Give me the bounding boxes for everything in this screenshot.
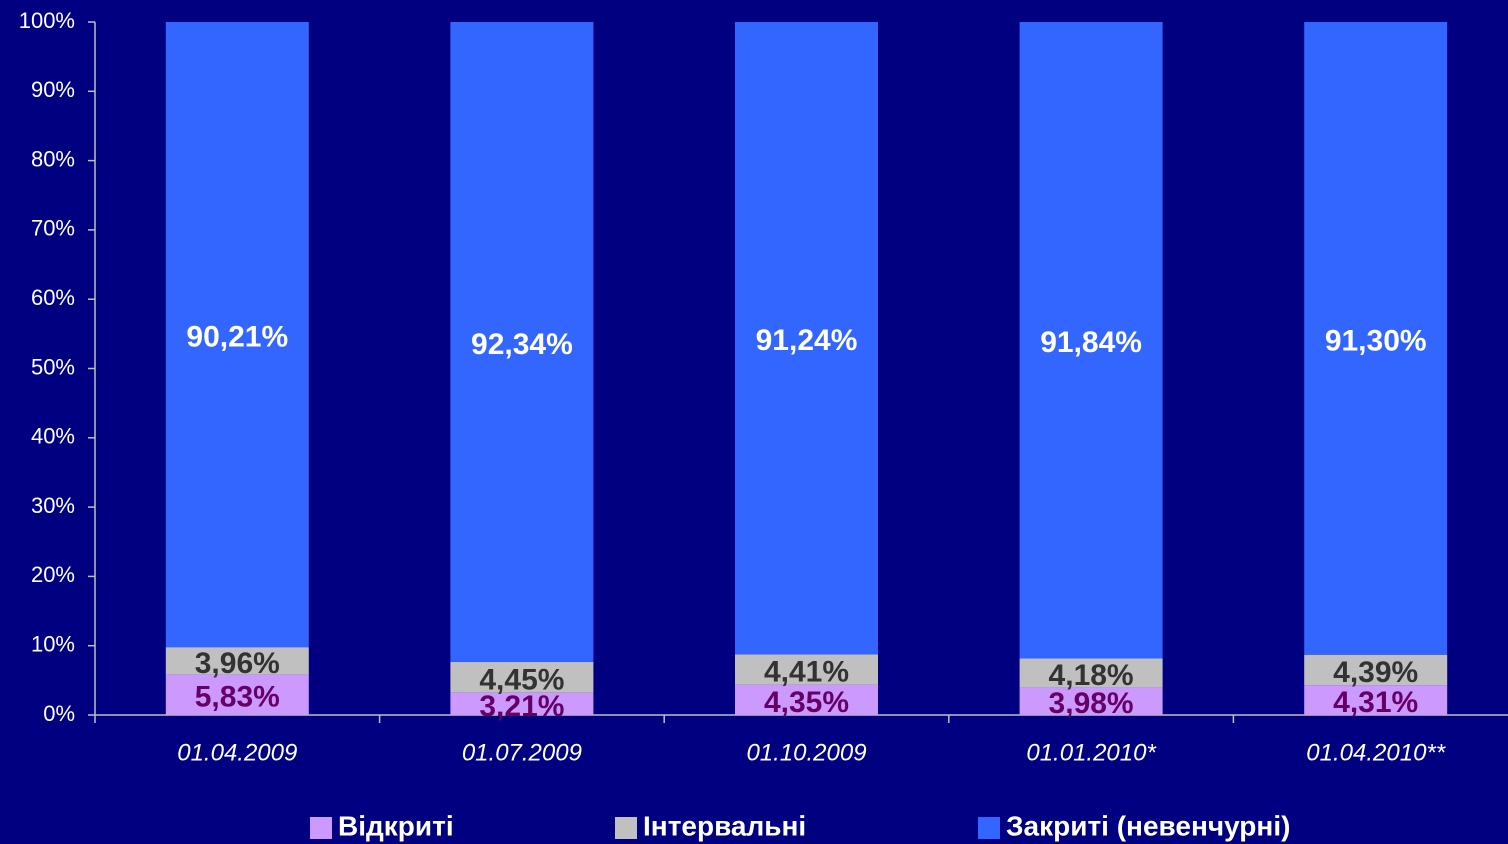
legend-label: Інтервальні	[643, 810, 806, 841]
y-tick-label: 100%	[19, 8, 75, 33]
legend-swatch	[615, 817, 637, 839]
x-tick-label: 01.04.2010**	[1306, 739, 1445, 766]
bar-segment	[1019, 658, 1163, 688]
bar-segment	[450, 22, 594, 662]
bar-segment	[735, 654, 878, 685]
y-tick-label: 60%	[31, 285, 75, 310]
y-tick-label: 40%	[31, 424, 75, 449]
y-tick-label: 10%	[31, 632, 75, 657]
data-label: 92,34%	[471, 328, 573, 361]
data-label: 3,21%	[479, 690, 564, 723]
data-label: 4,18%	[1049, 659, 1134, 692]
data-label: 3,96%	[195, 647, 280, 680]
bar-segment	[1304, 685, 1448, 715]
x-tick-label: 01.01.2010*	[1026, 739, 1156, 766]
legend-swatch	[978, 817, 1000, 839]
bar-segment	[1304, 654, 1448, 686]
bar-segment	[165, 674, 309, 715]
bar-segment	[1019, 687, 1163, 715]
bar-segment	[1304, 22, 1448, 655]
legend-label: Відкриті	[338, 810, 454, 841]
legend-label: Закриті (невенчурні)	[1006, 810, 1290, 841]
data-label: 90,21%	[186, 320, 288, 353]
data-label: 5,83%	[195, 681, 280, 714]
y-tick-label: 90%	[31, 77, 75, 102]
bar-segment	[450, 661, 594, 693]
data-label: 3,98%	[1049, 687, 1134, 720]
data-label: 91,30%	[1325, 324, 1427, 357]
bar-segment	[1019, 22, 1163, 659]
y-tick-label: 80%	[31, 146, 75, 171]
bar-segment	[165, 22, 309, 648]
data-label: 4,39%	[1333, 656, 1418, 689]
y-tick-label: 50%	[31, 354, 75, 379]
y-tick-label: 30%	[31, 493, 75, 518]
x-tick-label: 01.04.2009	[177, 739, 297, 766]
bar-segment	[735, 684, 878, 715]
x-tick-label: 01.10.2009	[746, 739, 866, 766]
data-label: 91,24%	[756, 324, 858, 357]
data-label: 4,31%	[1333, 686, 1418, 719]
data-label: 4,41%	[764, 655, 849, 688]
y-tick-label: 0%	[43, 701, 75, 726]
y-tick-label: 70%	[31, 216, 75, 241]
data-label: 91,84%	[1040, 326, 1142, 359]
bar-segment	[735, 22, 878, 655]
y-tick-label: 20%	[31, 562, 75, 587]
legend-swatch	[310, 817, 332, 839]
bar-segment	[450, 692, 594, 715]
data-label: 4,35%	[764, 686, 849, 719]
x-tick-label: 01.07.2009	[462, 739, 582, 766]
data-label: 4,45%	[479, 663, 564, 696]
bar-segment	[165, 647, 309, 675]
